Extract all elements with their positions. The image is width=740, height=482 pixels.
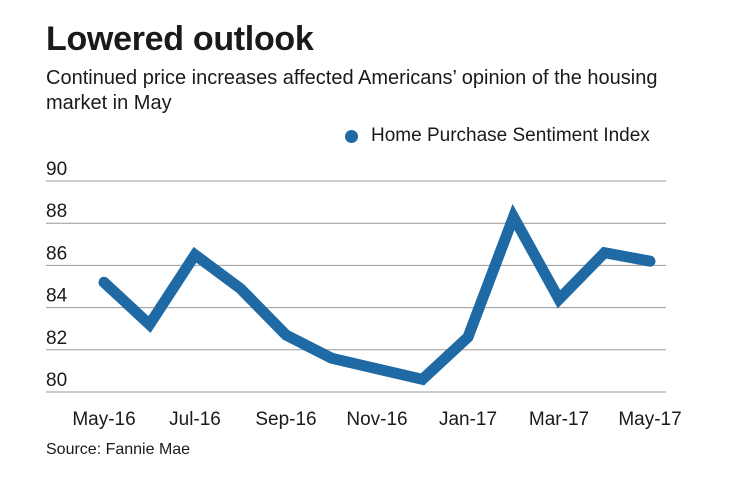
y-axis-ticks: 80 82 84 86 88 90 (46, 159, 68, 391)
gridlines (46, 180, 666, 393)
source-note: Source: Fannie Mae (46, 441, 191, 458)
chart-subtitle: Continued price increases affected Ameri… (46, 67, 658, 114)
y-tick-label: 90 (46, 159, 67, 180)
legend: Home Purchase Sentiment Index (345, 125, 650, 147)
y-tick-label: 80 (46, 370, 67, 391)
x-tick-label: Jul-16 (169, 409, 221, 430)
x-tick-label: Jan-17 (439, 409, 497, 430)
chart-title: Lowered outlook (46, 20, 314, 58)
series-layer (98, 203, 656, 386)
x-tick-label: Mar-17 (529, 409, 589, 430)
legend-label: Home Purchase Sentiment Index (371, 125, 650, 146)
x-tick-label: May-17 (618, 409, 681, 430)
y-tick-label: 84 (46, 286, 68, 307)
legend-marker (345, 129, 358, 143)
x-tick-label: Sep-16 (255, 409, 316, 430)
x-tick-label: Nov-16 (346, 409, 407, 430)
y-tick-label: 88 (46, 201, 67, 222)
series-line-home-purchase-sentiment-index (98, 203, 656, 386)
y-tick-label: 82 (46, 328, 67, 349)
y-tick-label: 86 (46, 243, 67, 264)
x-axis-ticks: May-16 Jul-16 Sep-16 Nov-16 Jan-17 Mar-17 May-… (72, 409, 681, 430)
x-tick-label: May-16 (72, 409, 135, 430)
